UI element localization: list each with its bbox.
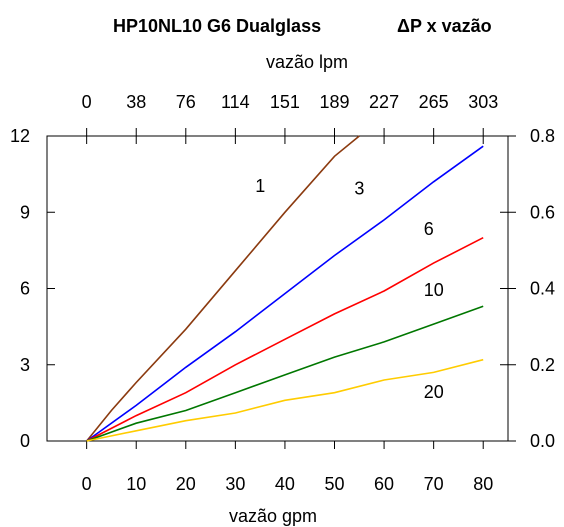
- series-line-20: [86, 358, 484, 442]
- x-tick-label: 20: [176, 474, 196, 494]
- y-tick-label: 6: [20, 279, 30, 299]
- x-tick-label: 30: [225, 474, 245, 494]
- y-tick-label: 12: [10, 126, 30, 146]
- y2-tick-label: 0.2: [530, 355, 555, 375]
- top-x-axis-title: vazão lpm: [266, 52, 348, 72]
- y-tick-label: 9: [20, 202, 30, 222]
- series-label-1: 1: [255, 176, 265, 196]
- y-tick-label: 0: [20, 431, 30, 451]
- series-label-10: 10: [424, 280, 444, 300]
- x-tick-label: 80: [473, 474, 493, 494]
- chart-subtitle: ΔP x vazão: [397, 16, 492, 36]
- x-tick-label: 40: [275, 474, 295, 494]
- x-tick-label: 50: [324, 474, 344, 494]
- axis-ticks: 0010382076301144015150189602277026580303…: [10, 92, 555, 494]
- series-label-20: 20: [424, 382, 444, 402]
- top-tick-label: 114: [221, 92, 250, 112]
- top-tick-label: 227: [369, 92, 399, 112]
- y-tick-label: 3: [20, 355, 30, 375]
- series-line-10: [86, 305, 484, 442]
- top-tick-label: 265: [419, 92, 449, 112]
- bottom-x-axis-title: vazão gpm: [229, 506, 317, 526]
- y2-tick-label: 0.4: [530, 279, 555, 299]
- y2-tick-label: 0.6: [530, 202, 555, 222]
- data-series: [86, 135, 484, 442]
- top-tick-label: 189: [319, 92, 349, 112]
- top-tick-label: 303: [468, 92, 498, 112]
- top-tick-label: 151: [270, 92, 300, 112]
- y2-tick-label: 0.0: [530, 431, 555, 451]
- series-labels: 1 3 6 10 20: [255, 176, 444, 402]
- top-tick-label: 0: [82, 92, 92, 112]
- series-line-1: [86, 135, 360, 442]
- x-tick-label: 60: [374, 474, 394, 494]
- chart-title: HP10NL10 G6 Dualglass: [113, 16, 321, 36]
- x-tick-label: 0: [82, 474, 92, 494]
- series-label-3: 3: [354, 178, 364, 198]
- top-tick-label: 38: [126, 92, 146, 112]
- y2-tick-label: 0.8: [530, 126, 555, 146]
- x-tick-label: 10: [126, 474, 146, 494]
- top-tick-label: 76: [176, 92, 196, 112]
- series-label-6: 6: [424, 219, 434, 239]
- x-tick-label: 70: [424, 474, 444, 494]
- series-line-6: [86, 236, 484, 442]
- series-line-3: [86, 145, 484, 442]
